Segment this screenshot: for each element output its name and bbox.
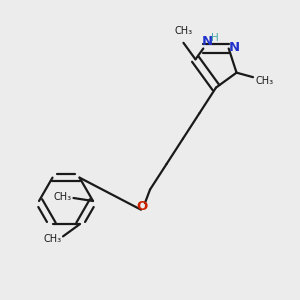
Text: O: O [137, 200, 148, 213]
Text: H: H [212, 33, 219, 43]
Text: N: N [229, 40, 240, 53]
Text: CH₃: CH₃ [255, 76, 274, 86]
Text: N: N [201, 35, 212, 48]
Text: CH₃: CH₃ [54, 191, 72, 202]
Text: CH₃: CH₃ [44, 234, 62, 244]
Text: CH₃: CH₃ [174, 26, 193, 36]
